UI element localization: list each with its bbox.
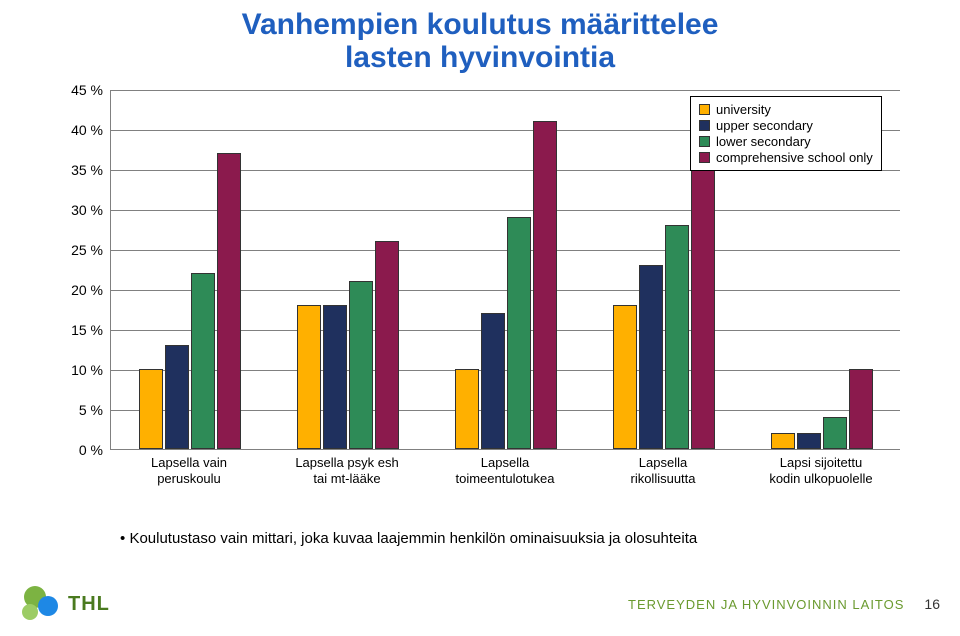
footer-right: TERVEYDEN JA HYVINVOINNIN LAITOS 16 [628, 596, 940, 612]
x-axis-label: Lapsellatoimeentulotukea [440, 455, 570, 486]
bar [455, 369, 479, 449]
bullet: • [120, 530, 125, 547]
y-axis-label: 35 % [71, 162, 103, 178]
y-axis-label: 40 % [71, 122, 103, 138]
y-axis-label: 10 % [71, 362, 103, 378]
legend-item: university [699, 102, 873, 117]
y-axis-label: 20 % [71, 282, 103, 298]
legend-item: comprehensive school only [699, 150, 873, 165]
legend: universityupper secondarylower secondary… [690, 96, 882, 171]
y-axis-label: 45 % [71, 82, 103, 98]
bar [139, 369, 163, 449]
x-axis-label: Lapsellarikollisuutta [598, 455, 728, 486]
y-axis-label: 25 % [71, 242, 103, 258]
bar [849, 369, 873, 449]
y-axis-label: 30 % [71, 202, 103, 218]
footnote-text: Koulutustaso vain mittari, joka kuvaa la… [129, 530, 697, 547]
legend-label: lower secondary [716, 134, 811, 149]
bar [375, 241, 399, 449]
bar [639, 265, 663, 449]
legend-item: upper secondary [699, 118, 873, 133]
footnote: • Koulutustaso vain mittari, joka kuvaa … [120, 530, 697, 547]
title-line2: lasten hyvinvointia [0, 41, 960, 74]
bar [665, 225, 689, 449]
thl-logo-icon [20, 584, 60, 624]
bar [771, 433, 795, 449]
bar [691, 169, 715, 449]
bar [165, 345, 189, 449]
bar [191, 273, 215, 449]
legend-label: university [716, 102, 771, 117]
bar-group [125, 90, 255, 449]
x-axis-label: Lapsella vainperuskoulu [124, 455, 254, 486]
legend-label: comprehensive school only [716, 150, 873, 165]
title-line1: Vanhempien koulutus määrittelee [0, 8, 960, 41]
bar-group [283, 90, 413, 449]
x-axis-label: Lapsi sijoitettukodin ulkopuolelle [756, 455, 886, 486]
bar [217, 153, 241, 449]
bar [297, 305, 321, 449]
legend-item: lower secondary [699, 134, 873, 149]
page-title: Vanhempien koulutus määrittelee lasten h… [0, 0, 960, 74]
bar [349, 281, 373, 449]
page-number: 16 [924, 596, 940, 612]
org-label: TERVEYDEN JA HYVINVOINNIN LAITOS [628, 597, 904, 612]
logo: THL [20, 584, 110, 624]
bar [533, 121, 557, 449]
bar-group [441, 90, 571, 449]
legend-swatch [699, 152, 710, 163]
legend-swatch [699, 104, 710, 115]
legend-swatch [699, 136, 710, 147]
bar [797, 433, 821, 449]
x-axis-label: Lapsella psyk eshtai mt-lääke [282, 455, 412, 486]
bar [507, 217, 531, 449]
legend-swatch [699, 120, 710, 131]
logo-text: THL [68, 593, 110, 616]
y-axis-label: 0 % [79, 442, 103, 458]
bar [613, 305, 637, 449]
bar [823, 417, 847, 449]
footer: THL TERVEYDEN JA HYVINVOINNIN LAITOS 16 [20, 584, 940, 624]
y-axis-label: 15 % [71, 322, 103, 338]
bar [481, 313, 505, 449]
y-axis-label: 5 % [79, 402, 103, 418]
bar [323, 305, 347, 449]
legend-label: upper secondary [716, 118, 813, 133]
